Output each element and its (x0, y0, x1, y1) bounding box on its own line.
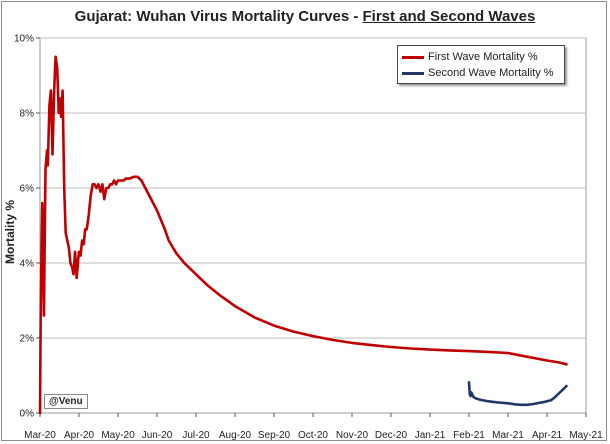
x-tick-label: Mar-20 (24, 430, 56, 441)
legend-item-first-wave: First Wave Mortality % (402, 49, 560, 65)
x-tick-label: Aug-20 (219, 430, 252, 441)
legend-item-second-wave: Second Wave Mortality % (402, 65, 560, 81)
x-tick-label: Apr-20 (64, 430, 94, 441)
x-tick-label: Mar-21 (492, 430, 524, 441)
x-tick-label: Oct-20 (298, 430, 328, 441)
x-tick-label: Jul-20 (182, 430, 210, 441)
x-tick-label: May-21 (569, 430, 603, 441)
y-tick-label: 0% (20, 409, 35, 420)
y-tick-label: 4% (20, 259, 35, 270)
x-tick-label: May-20 (101, 430, 135, 441)
chart-title: Gujarat: Wuhan Virus Mortality Curves - … (0, 8, 610, 25)
x-tick-label: Jun-20 (142, 430, 173, 441)
x-tick-label: Nov-20 (336, 430, 369, 441)
author-credit: @Venu (44, 394, 88, 409)
legend-label-second-wave: Second Wave Mortality % (428, 67, 554, 79)
legend-label-first-wave: First Wave Mortality % (428, 51, 538, 63)
legend-swatch-first-wave (402, 55, 424, 59)
gridlines (36, 37, 587, 417)
y-tick-label: 2% (20, 334, 35, 345)
y-tick-label: 10% (14, 34, 34, 45)
chart-title-underlined: First and Second Waves (362, 8, 536, 25)
x-tick-label: Dec-20 (375, 430, 408, 441)
plot-area (39, 37, 587, 414)
y-tick-labels: 0% 2% 4% 6% 8% 10% (14, 34, 34, 420)
x-tick-label: Jan-21 (415, 430, 446, 441)
series-lines (38, 55, 568, 415)
x-tick-label: Feb-21 (453, 430, 485, 441)
y-tick-label: 6% (20, 184, 35, 195)
legend: First Wave Mortality % Second Wave Morta… (397, 45, 565, 84)
y-tick-label: 8% (20, 109, 35, 120)
legend-swatch-second-wave (402, 71, 424, 75)
chart-title-prefix: Gujarat: Wuhan Virus Mortality Curves - (74, 8, 363, 25)
series-line-first-wave (38, 55, 568, 415)
series-line-second-wave (467, 380, 568, 407)
x-tick-labels: Mar-20 Apr-20 May-20 Jun-20 Jul-20 Aug-20 Sep-… (24, 430, 603, 441)
x-tick-label: Apr-21 (532, 430, 562, 441)
x-tick-label: Sep-20 (258, 430, 291, 441)
